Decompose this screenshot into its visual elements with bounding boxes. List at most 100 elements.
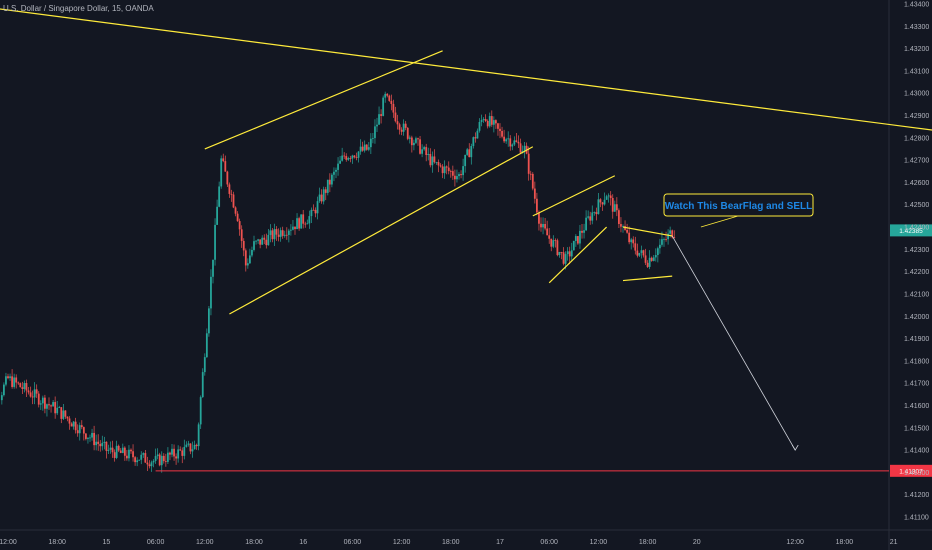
candle-body bbox=[19, 383, 22, 388]
candle-body bbox=[136, 460, 139, 463]
candle-body bbox=[458, 174, 460, 177]
candle-body bbox=[609, 195, 612, 198]
candle-body bbox=[271, 230, 274, 240]
candle-body bbox=[671, 230, 674, 238]
candle-body bbox=[85, 433, 87, 439]
candle-body bbox=[105, 441, 108, 451]
candle-body bbox=[343, 155, 346, 157]
candle-body bbox=[540, 223, 542, 228]
candle-body bbox=[589, 216, 592, 221]
candle-body bbox=[269, 230, 272, 235]
candle-body bbox=[478, 121, 481, 131]
candle-body bbox=[316, 201, 319, 214]
candle-body bbox=[300, 214, 303, 229]
trendline-rising-channel-lower[interactable] bbox=[229, 146, 534, 315]
candle-body bbox=[462, 166, 464, 176]
candle-body bbox=[208, 308, 210, 334]
candle-body bbox=[308, 216, 311, 224]
price-tick-label: 1.41500 bbox=[904, 425, 929, 432]
candle-body bbox=[17, 382, 20, 384]
candle-body bbox=[630, 239, 633, 243]
candle-body bbox=[76, 430, 79, 434]
candle-body bbox=[263, 237, 266, 240]
candle-body bbox=[205, 333, 208, 358]
candle-body bbox=[365, 144, 368, 150]
candle-body bbox=[31, 396, 34, 398]
candle-body bbox=[9, 376, 11, 379]
candle-body bbox=[119, 450, 122, 453]
time-tick-label: 06:00 bbox=[344, 539, 362, 546]
candle-body bbox=[390, 100, 393, 104]
candle-body bbox=[562, 252, 565, 264]
trendline-pennant-upper[interactable] bbox=[622, 226, 673, 237]
time-axis[interactable]: 12:00 18:00 15 06:00 12:00 18:00 16 06:00 12:00 1… bbox=[0, 539, 898, 546]
candle-body bbox=[48, 404, 50, 406]
candle-body bbox=[46, 404, 48, 409]
price-tick-label: 1.42200 bbox=[904, 269, 929, 276]
candle-body bbox=[285, 234, 288, 236]
candle-body bbox=[659, 244, 661, 249]
candle-body bbox=[275, 229, 278, 235]
trendline-rising-channel-upper[interactable] bbox=[204, 50, 443, 150]
projection-arrow[interactable] bbox=[671, 235, 796, 451]
candle-body bbox=[130, 449, 132, 452]
candle-body bbox=[222, 158, 225, 162]
time-tick-label: 12:00 bbox=[0, 539, 17, 546]
candle-body bbox=[224, 161, 227, 172]
candle-body bbox=[162, 455, 165, 462]
candle-body bbox=[212, 259, 214, 277]
candle-body bbox=[126, 455, 128, 459]
candle-body bbox=[240, 229, 243, 241]
candle-body bbox=[326, 179, 329, 193]
candle-body bbox=[460, 174, 462, 176]
trendline-descending-resistance[interactable] bbox=[0, 8, 932, 137]
candle-body bbox=[265, 239, 268, 246]
candle-body bbox=[232, 194, 235, 208]
candle-body bbox=[64, 410, 67, 417]
price-tick-label: 1.43300 bbox=[904, 24, 929, 31]
candle-body bbox=[294, 226, 296, 230]
candle-body bbox=[97, 441, 100, 444]
callout-box[interactable]: Watch This BearFlag and SELL bbox=[663, 193, 814, 217]
candle-body bbox=[341, 155, 344, 161]
candle-body bbox=[56, 407, 59, 414]
candle-body bbox=[255, 240, 257, 242]
current-price-tag-bg bbox=[890, 224, 932, 237]
candle-body bbox=[474, 137, 477, 139]
candle-body bbox=[650, 257, 653, 261]
candle-body bbox=[447, 167, 450, 172]
candle-body bbox=[382, 97, 385, 116]
price-tick-label: 1.42500 bbox=[904, 202, 929, 209]
candle-body bbox=[564, 254, 567, 264]
candle-body bbox=[140, 454, 143, 460]
candle-body bbox=[238, 221, 241, 230]
candle-body bbox=[642, 250, 645, 256]
candle-body bbox=[560, 252, 563, 253]
candle-body bbox=[451, 171, 454, 176]
trendline-flag-upper[interactable] bbox=[532, 175, 616, 217]
candle-body bbox=[187, 443, 190, 445]
price-tick-label: 1.41100 bbox=[904, 515, 929, 522]
candle-body bbox=[480, 119, 483, 122]
candle-body bbox=[628, 232, 631, 243]
price-tick-label: 1.42300 bbox=[904, 247, 929, 254]
candle-body bbox=[531, 173, 534, 189]
candle-body bbox=[89, 437, 91, 439]
price-axis[interactable]: 1.43400 1.43300 1.43200 1.43100 1.43000 1.429… bbox=[904, 2, 929, 522]
candle-body bbox=[519, 143, 522, 153]
candle-body bbox=[220, 158, 223, 187]
time-tick-label: 12:00 bbox=[590, 539, 608, 546]
candle-body bbox=[290, 229, 292, 231]
candle-body bbox=[195, 444, 198, 447]
trendline-pennant-lower[interactable] bbox=[622, 275, 673, 282]
time-tick-label: 18:00 bbox=[245, 539, 263, 546]
candle-body bbox=[408, 137, 411, 139]
trendline-flag-lower[interactable] bbox=[548, 226, 608, 284]
candle-body bbox=[484, 119, 487, 122]
candle-body bbox=[156, 454, 159, 457]
candle-body bbox=[417, 138, 419, 140]
candle-body bbox=[615, 204, 618, 211]
candle-body bbox=[501, 130, 503, 137]
